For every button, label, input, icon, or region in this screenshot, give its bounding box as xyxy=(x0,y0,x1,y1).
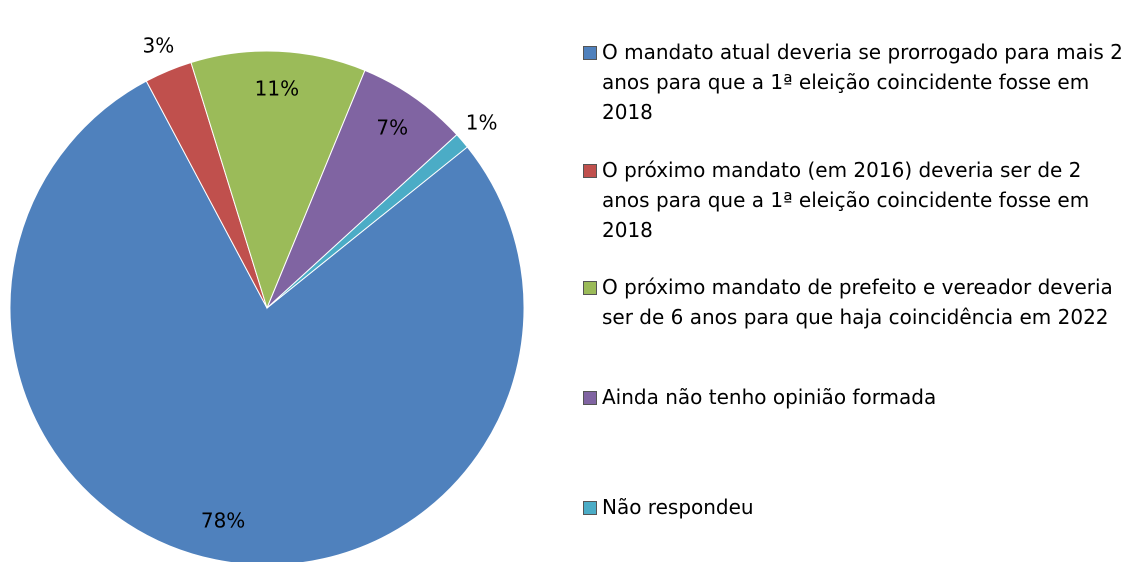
legend-label: Não respondeu xyxy=(602,495,754,519)
legend-label: O próximo mandato (em 2016) deveria ser … xyxy=(602,158,1090,242)
legend-label: Ainda não tenho opinião formada xyxy=(602,385,937,409)
pie-slice xyxy=(9,80,525,562)
legend-entry: O mandato atual deveria se prorrogado pa… xyxy=(583,37,1128,127)
pie-slice xyxy=(190,50,366,310)
legend-swatch xyxy=(583,281,597,295)
legend-swatch xyxy=(583,501,597,515)
legend-entry: Não respondeu xyxy=(583,492,1128,522)
legend-swatch xyxy=(583,46,597,60)
data-label: 7% xyxy=(376,116,408,140)
data-label: 78% xyxy=(201,508,245,532)
legend-label: O próximo mandato de prefeito e vereador… xyxy=(602,275,1113,329)
data-label: 11% xyxy=(255,76,299,100)
legend-swatch xyxy=(583,391,597,405)
legend-swatch xyxy=(583,164,597,178)
legend-label: O mandato atual deveria se prorrogado pa… xyxy=(602,40,1123,124)
legend-entry: O próximo mandato de prefeito e vereador… xyxy=(583,272,1128,332)
legend-entry: O próximo mandato (em 2016) deveria ser … xyxy=(583,155,1128,245)
data-label: 3% xyxy=(142,34,174,58)
data-label: 1% xyxy=(466,111,498,135)
pie-slice xyxy=(266,133,468,309)
pie-slice xyxy=(266,69,458,309)
legend-entry: Ainda não tenho opinião formada xyxy=(583,382,1128,412)
